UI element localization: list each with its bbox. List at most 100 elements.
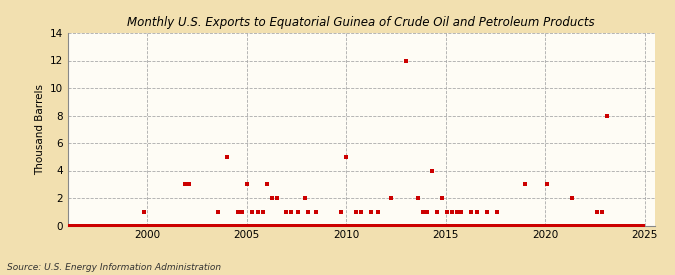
Point [638, 223, 649, 228]
Point [180, 182, 190, 186]
Point [205, 223, 215, 228]
Point [636, 223, 647, 228]
Point [565, 223, 576, 228]
Point [65, 223, 76, 228]
Point [217, 223, 227, 228]
Point [437, 196, 448, 200]
Point [400, 58, 411, 63]
Point [177, 223, 188, 228]
Text: Source: U.S. Energy Information Administration: Source: U.S. Energy Information Administ… [7, 263, 221, 272]
Point [543, 223, 554, 228]
Point [110, 223, 121, 228]
Point [341, 155, 352, 159]
Point [186, 223, 197, 228]
Point [465, 210, 476, 214]
Point [63, 223, 74, 228]
Point [468, 223, 479, 228]
Point [182, 223, 192, 228]
Point [333, 223, 344, 228]
Point [196, 223, 207, 228]
Point [107, 223, 117, 228]
Point [157, 223, 167, 228]
Point [76, 223, 86, 228]
Point [454, 223, 464, 228]
Point [504, 223, 514, 228]
Point [113, 223, 124, 228]
Point [585, 223, 595, 228]
Point [125, 223, 136, 228]
Point [576, 223, 587, 228]
Point [175, 223, 186, 228]
Point [624, 223, 635, 228]
Point [240, 223, 250, 228]
Point [163, 223, 174, 228]
Point [281, 210, 292, 214]
Point [596, 210, 607, 214]
Point [253, 210, 264, 214]
Point [374, 223, 385, 228]
Point [406, 223, 416, 228]
Point [417, 210, 428, 214]
Point [407, 223, 418, 228]
Point [306, 223, 317, 228]
Point [473, 223, 484, 228]
Point [112, 223, 123, 228]
Point [348, 223, 358, 228]
Point [90, 223, 101, 228]
Point [304, 223, 315, 228]
Point [254, 223, 265, 228]
Point [616, 223, 627, 228]
Point [566, 196, 577, 200]
Point [296, 223, 307, 228]
Point [236, 210, 247, 214]
Point [608, 223, 619, 228]
Point [369, 223, 380, 228]
Point [455, 210, 466, 214]
Point [268, 223, 279, 228]
Point [311, 210, 322, 214]
Point [477, 223, 487, 228]
Point [425, 223, 436, 228]
Point [215, 223, 225, 228]
Point [409, 223, 420, 228]
Point [529, 223, 539, 228]
Point [502, 223, 512, 228]
Point [117, 223, 128, 228]
Point [464, 223, 475, 228]
Point [446, 223, 456, 228]
Point [124, 223, 134, 228]
Point [261, 182, 272, 186]
Point [450, 223, 461, 228]
Point [631, 223, 642, 228]
Point [385, 196, 396, 200]
Point [246, 210, 257, 214]
Point [243, 223, 254, 228]
Point [364, 223, 375, 228]
Point [387, 223, 398, 228]
Point [155, 223, 166, 228]
Point [535, 223, 545, 228]
Point [241, 182, 252, 186]
Point [188, 223, 199, 228]
Point [404, 223, 414, 228]
Point [321, 223, 331, 228]
Point [392, 223, 403, 228]
Point [316, 223, 327, 228]
Point [573, 223, 584, 228]
Point [203, 223, 214, 228]
Point [207, 223, 217, 228]
Point [284, 223, 295, 228]
Point [570, 223, 580, 228]
Point [630, 223, 641, 228]
Point [435, 223, 446, 228]
Point [315, 223, 325, 228]
Point [183, 182, 194, 186]
Point [324, 223, 335, 228]
Point [360, 223, 371, 228]
Point [613, 223, 624, 228]
Point [349, 223, 360, 228]
Point [185, 223, 196, 228]
Point [614, 223, 625, 228]
Point [230, 223, 240, 228]
Point [568, 223, 579, 228]
